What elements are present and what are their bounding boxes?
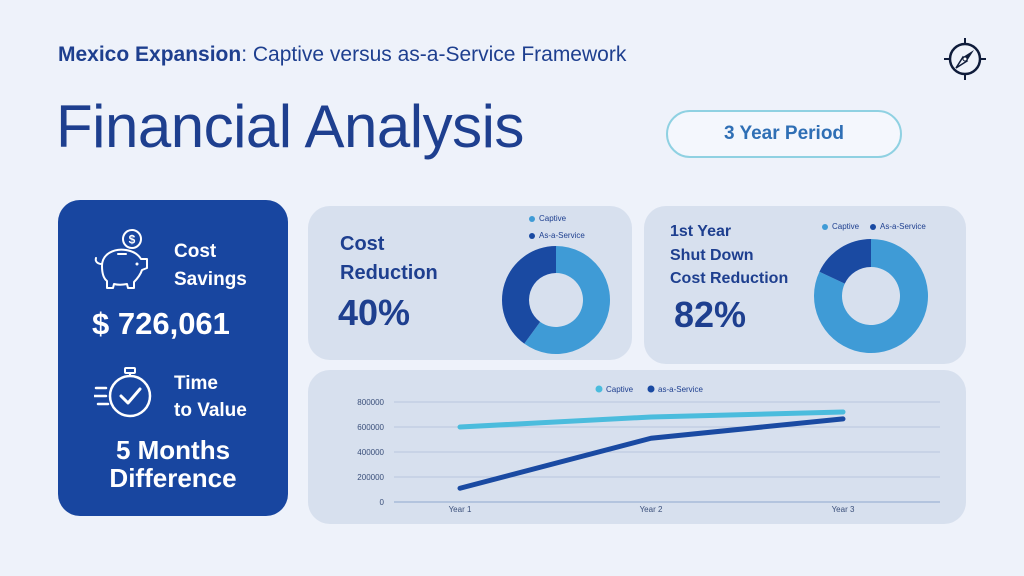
time-to-value-value-2: Difference bbox=[109, 463, 237, 493]
legend-item: As-a-Service bbox=[529, 231, 585, 240]
legend-swatch bbox=[529, 215, 535, 222]
line-chart-card: 0 200000 400000 600000 800000 Year 1 Year 2 Yea… bbox=[308, 370, 966, 524]
donut-slice-as-a-service bbox=[819, 239, 871, 284]
cost-reduction-value: 40% bbox=[338, 292, 411, 333]
cost-reduction-donut-chart bbox=[502, 246, 610, 354]
stopwatch-icon bbox=[94, 367, 152, 418]
legend-swatch bbox=[647, 385, 655, 393]
legend-swatch bbox=[822, 223, 828, 230]
subtitle-rest: : Captive versus as-a-Service Framework bbox=[241, 43, 627, 66]
legend-swatch bbox=[529, 232, 535, 239]
subtitle-bold: Mexico Expansion bbox=[58, 43, 242, 66]
compass-icon bbox=[944, 38, 986, 80]
x-tick-label: Year 3 bbox=[832, 505, 855, 514]
summary-card: $ Cost Savings $ 726,061 Time to Value 5… bbox=[58, 200, 288, 516]
time-to-value-label-2: to Value bbox=[174, 400, 247, 421]
line-chart: 0 200000 400000 600000 800000 Year 1 Year 2 Yea… bbox=[357, 385, 940, 514]
period-badge: 3 Year Period bbox=[666, 110, 902, 158]
time-to-value-label-1: Time bbox=[174, 373, 219, 394]
shutdown-label-1: 1st Year bbox=[670, 223, 732, 240]
legend-label: As-a-Service bbox=[539, 231, 585, 240]
series-line-as-a-service bbox=[457, 416, 846, 491]
shutdown-value: 82% bbox=[674, 294, 747, 335]
y-tick-label: 400000 bbox=[357, 448, 384, 457]
series-line-captive bbox=[457, 409, 846, 430]
donut-slice-captive bbox=[814, 239, 928, 353]
piggy-bank-icon: $ bbox=[94, 229, 148, 289]
donut-slice-as-a-service bbox=[502, 246, 556, 344]
page-title: Financial Analysis bbox=[56, 93, 524, 160]
shutdown-card: 1st Year Shut Down Cost Reduction 82% Ca… bbox=[644, 206, 966, 364]
legend-item: Captive bbox=[529, 214, 566, 223]
shutdown-label-2: Shut Down bbox=[670, 247, 754, 264]
legend-label: Captive bbox=[539, 214, 567, 223]
cost-reduction-label-1: Cost bbox=[340, 233, 385, 255]
y-tick-label: 0 bbox=[380, 498, 385, 507]
y-tick-label: 800000 bbox=[357, 398, 384, 407]
legend-item: Captive bbox=[822, 222, 859, 231]
shutdown-label-3: Cost Reduction bbox=[670, 270, 789, 287]
time-to-value-value-1: 5 Months bbox=[115, 435, 231, 465]
cost-reduction-label-2: Reduction bbox=[340, 262, 438, 284]
cost-savings-label-2: Savings bbox=[174, 269, 247, 290]
legend-label: as-a-Service bbox=[658, 385, 703, 394]
donut-slice-captive bbox=[524, 246, 610, 354]
x-tick-label: Year 2 bbox=[640, 505, 663, 514]
legend-label: Captive bbox=[606, 385, 634, 394]
legend-swatch bbox=[870, 223, 876, 230]
slide-subtitle: Mexico Expansion: Captive versus as-a-Se… bbox=[58, 43, 626, 67]
x-tick-label: Year 1 bbox=[449, 505, 472, 514]
cost-savings-label-1: Cost bbox=[174, 241, 217, 262]
legend-item: As-a-Service bbox=[870, 222, 926, 231]
y-tick-label: 600000 bbox=[357, 423, 384, 432]
svg-text:$: $ bbox=[129, 233, 136, 247]
y-tick-label: 200000 bbox=[357, 473, 384, 482]
cost-reduction-card: Cost Reduction 40% Captive As-a-Service bbox=[308, 206, 632, 360]
legend-swatch bbox=[595, 385, 603, 393]
legend-label: Captive bbox=[832, 222, 860, 231]
shutdown-donut-chart bbox=[814, 239, 928, 353]
legend-label: As-a-Service bbox=[880, 222, 926, 231]
cost-savings-value: $ 726,061 bbox=[92, 306, 230, 341]
